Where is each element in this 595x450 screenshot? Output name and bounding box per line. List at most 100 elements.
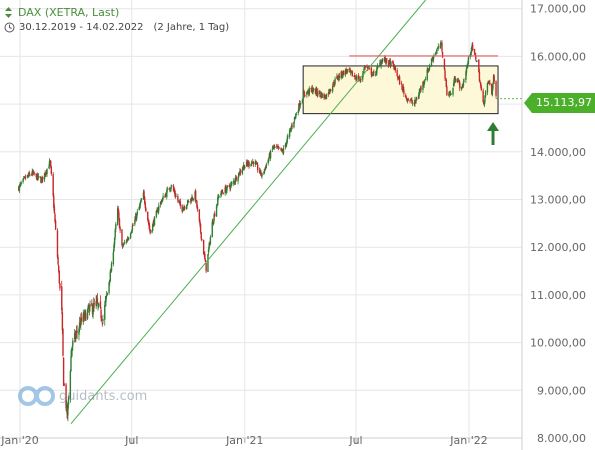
candle-body — [230, 183, 232, 186]
candle-body — [355, 75, 358, 81]
candle-body — [88, 307, 91, 311]
candle-body — [452, 87, 454, 95]
candle-body — [392, 63, 395, 66]
x-tick-label: Jan '21 — [225, 434, 263, 447]
candle-body — [118, 218, 121, 229]
candle-body — [376, 67, 378, 74]
candle-body — [466, 64, 468, 68]
candle-body — [342, 70, 345, 76]
y-tick-label: 16.000,00 — [530, 50, 586, 63]
candle-body — [330, 89, 332, 91]
candle-body — [473, 49, 476, 53]
candle-body — [75, 334, 77, 338]
candle-body — [297, 111, 299, 114]
candle-body — [181, 205, 183, 212]
candle-body — [437, 46, 439, 49]
candle-body — [409, 99, 412, 101]
candle-body — [217, 196, 220, 199]
candle-body — [349, 67, 351, 73]
candle-body — [381, 62, 383, 64]
candle-body — [280, 148, 283, 151]
candle-body — [22, 178, 25, 180]
candle-body — [179, 201, 182, 206]
candle-body — [105, 296, 107, 303]
candle-body — [492, 83, 494, 89]
candle-body — [248, 162, 250, 166]
overlays — [70, 0, 522, 425]
candle-body — [441, 51, 444, 58]
y-tick-label: 13.000,00 — [530, 194, 586, 207]
candle-body — [65, 384, 67, 409]
candle-body — [128, 238, 130, 240]
candle-body — [312, 91, 314, 93]
candle-body — [368, 67, 371, 69]
range-note: (2 Jahre, 1 Tag) — [153, 22, 230, 33]
candle-body — [336, 76, 339, 79]
candle-body — [467, 63, 469, 66]
candle-body — [162, 196, 164, 199]
candle-body — [403, 89, 405, 95]
candle-body — [175, 195, 177, 197]
candle-body — [89, 304, 91, 307]
x-tick-label: Jan '22 — [449, 434, 487, 447]
candle-body — [483, 101, 486, 106]
candle-body — [86, 309, 89, 319]
candle-body — [376, 66, 379, 68]
candle-body — [446, 86, 448, 96]
candle-body — [428, 67, 430, 69]
candle-body — [263, 169, 266, 173]
candle-body — [157, 209, 159, 213]
candle-body — [187, 200, 189, 202]
candle-body — [302, 91, 304, 99]
candle-body — [140, 199, 142, 203]
candles — [18, 40, 497, 422]
candle-body — [435, 52, 438, 54]
candle-body — [274, 146, 276, 148]
candle-body — [172, 185, 175, 191]
candle-body — [136, 211, 139, 215]
candle-body — [295, 114, 298, 116]
candle-body — [475, 55, 477, 60]
candle-body — [182, 210, 184, 212]
candle-body — [388, 60, 390, 65]
candle-body — [70, 356, 72, 372]
candle-body — [450, 93, 452, 95]
candle-body — [420, 87, 422, 89]
candle-body — [53, 206, 56, 214]
candle-body — [27, 173, 30, 177]
candle-body — [252, 161, 255, 165]
candle-body — [411, 100, 413, 103]
candle-body — [444, 78, 447, 80]
candle-body — [78, 328, 80, 335]
candle-body — [428, 66, 431, 68]
candle-body — [182, 207, 185, 211]
candle-body — [126, 239, 128, 243]
candle-body — [301, 99, 304, 103]
candle-body — [155, 210, 158, 217]
candle-body — [105, 294, 108, 297]
candle-body — [298, 103, 300, 112]
candle-body — [129, 233, 132, 238]
candle-body — [202, 239, 205, 255]
candle-body — [151, 224, 154, 231]
candle-body — [207, 249, 210, 253]
candle-body — [491, 88, 494, 96]
candle-body — [67, 396, 70, 405]
candle-body — [295, 114, 297, 118]
candle-body — [169, 188, 172, 191]
chart-header: DAX (XETRA, Last) 30.12.2019 - 14.02.202… — [4, 5, 229, 35]
candle-body — [151, 230, 153, 233]
candle-body — [357, 75, 360, 81]
candle-body — [91, 302, 93, 306]
candle-body — [486, 82, 489, 93]
candle-body — [405, 97, 408, 99]
candle-body — [123, 243, 125, 245]
candle-body — [201, 239, 203, 241]
candle-body — [419, 88, 422, 91]
candle-body — [329, 90, 331, 92]
candle-body — [324, 94, 326, 99]
candle-body — [414, 99, 416, 105]
candle-body — [92, 310, 94, 315]
candle-body — [205, 263, 207, 272]
candle-body — [102, 319, 104, 322]
